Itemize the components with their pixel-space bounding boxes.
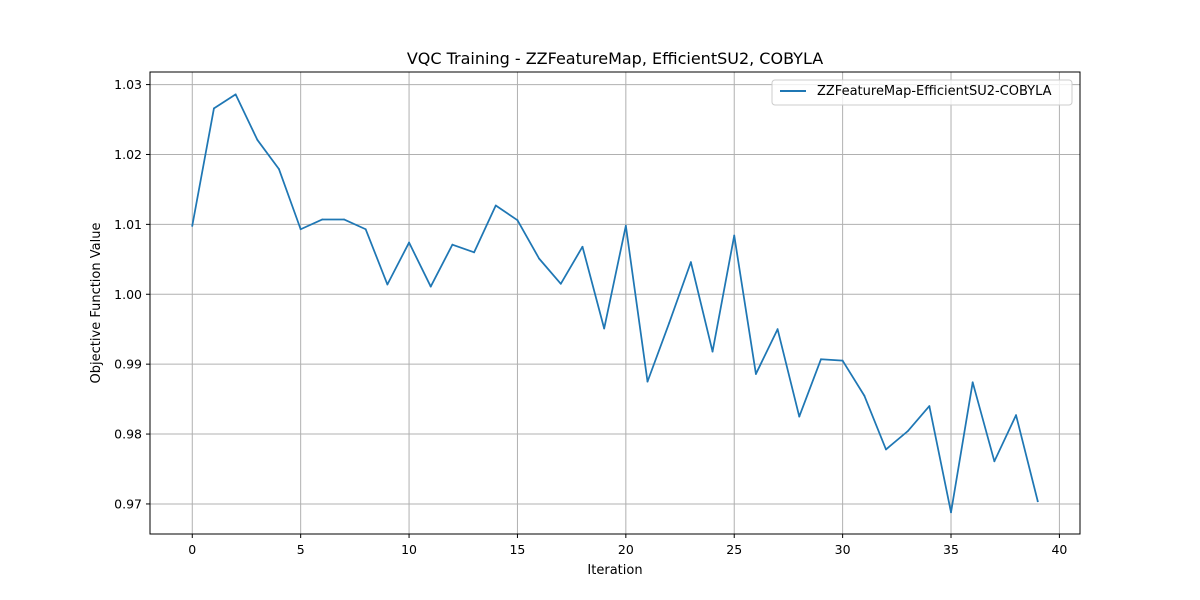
data-point xyxy=(278,168,280,171)
data-point xyxy=(364,228,367,231)
y-tick-label: 1.01 xyxy=(114,217,142,232)
x-tick-label: 15 xyxy=(509,542,525,557)
legend-label: ZZFeatureMap-EfficientSU2-COBYLA xyxy=(817,84,1052,99)
y-tick-label: 1.03 xyxy=(114,77,142,92)
data-point xyxy=(971,381,974,384)
x-tick-label: 35 xyxy=(943,542,959,557)
data-point xyxy=(213,107,215,110)
y-tick-label: 0.99 xyxy=(114,357,142,372)
x-tick-label: 30 xyxy=(835,542,851,557)
data-point xyxy=(451,243,454,246)
data-point xyxy=(581,245,584,248)
data-point xyxy=(646,380,649,383)
data-point xyxy=(906,430,909,433)
data-point xyxy=(993,460,996,463)
series-line xyxy=(191,93,1039,514)
x-tick-label: 10 xyxy=(401,542,417,557)
data-point xyxy=(1036,500,1039,503)
grid-lines xyxy=(150,72,1080,534)
data-point xyxy=(950,511,952,514)
data-point xyxy=(711,350,714,353)
data-point xyxy=(603,327,606,330)
x-tick-label: 5 xyxy=(297,542,305,557)
data-point xyxy=(191,224,194,227)
legend: ZZFeatureMap-EfficientSU2-COBYLA xyxy=(771,79,1073,106)
y-tick-label: 0.98 xyxy=(114,427,142,442)
data-point xyxy=(776,328,779,331)
data-point xyxy=(733,234,736,237)
x-tick-label: 0 xyxy=(188,542,196,557)
data-point xyxy=(928,405,931,407)
data-point xyxy=(516,219,519,222)
data-point xyxy=(299,228,302,231)
chart-title: VQC Training - ZZFeatureMap, EfficientSU… xyxy=(407,49,823,68)
data-point xyxy=(343,218,345,221)
y-tick-label: 0.97 xyxy=(114,496,142,511)
data-point xyxy=(386,283,389,286)
y-tick-label: 1.02 xyxy=(114,147,142,162)
y-tick-label: 1.00 xyxy=(114,287,142,302)
data-point xyxy=(1015,414,1017,417)
data-point xyxy=(689,261,692,264)
data-point xyxy=(755,373,757,375)
data-point xyxy=(798,415,801,418)
data-point xyxy=(841,359,844,362)
x-tick-label: 25 xyxy=(726,542,742,557)
data-point xyxy=(408,241,410,244)
x-axis-label: Iteration xyxy=(587,563,642,578)
data-point xyxy=(668,322,671,324)
data-point xyxy=(538,257,541,260)
y-axis-label: Objective Function Value xyxy=(89,223,104,384)
data-point xyxy=(494,204,497,207)
data-point xyxy=(820,358,822,361)
data-point xyxy=(863,394,866,397)
x-axis-ticks: 0 5 10 15 20 25 30 35 40 xyxy=(188,534,1067,557)
data-point xyxy=(256,138,259,141)
y-axis-ticks: 0.97 0.98 0.99 1.00 1.01 1.02 1.03 xyxy=(114,77,150,511)
data-point xyxy=(885,448,887,451)
data-point xyxy=(321,218,324,221)
data-point xyxy=(234,93,237,96)
data-point xyxy=(559,282,562,285)
data-point xyxy=(473,251,475,254)
legend-box xyxy=(771,79,1073,106)
x-tick-label: 40 xyxy=(1051,542,1067,557)
x-tick-label: 20 xyxy=(618,542,634,557)
series-lines xyxy=(191,93,1039,514)
data-point xyxy=(429,285,432,288)
plot-frame xyxy=(149,71,1081,535)
data-point xyxy=(624,224,627,227)
